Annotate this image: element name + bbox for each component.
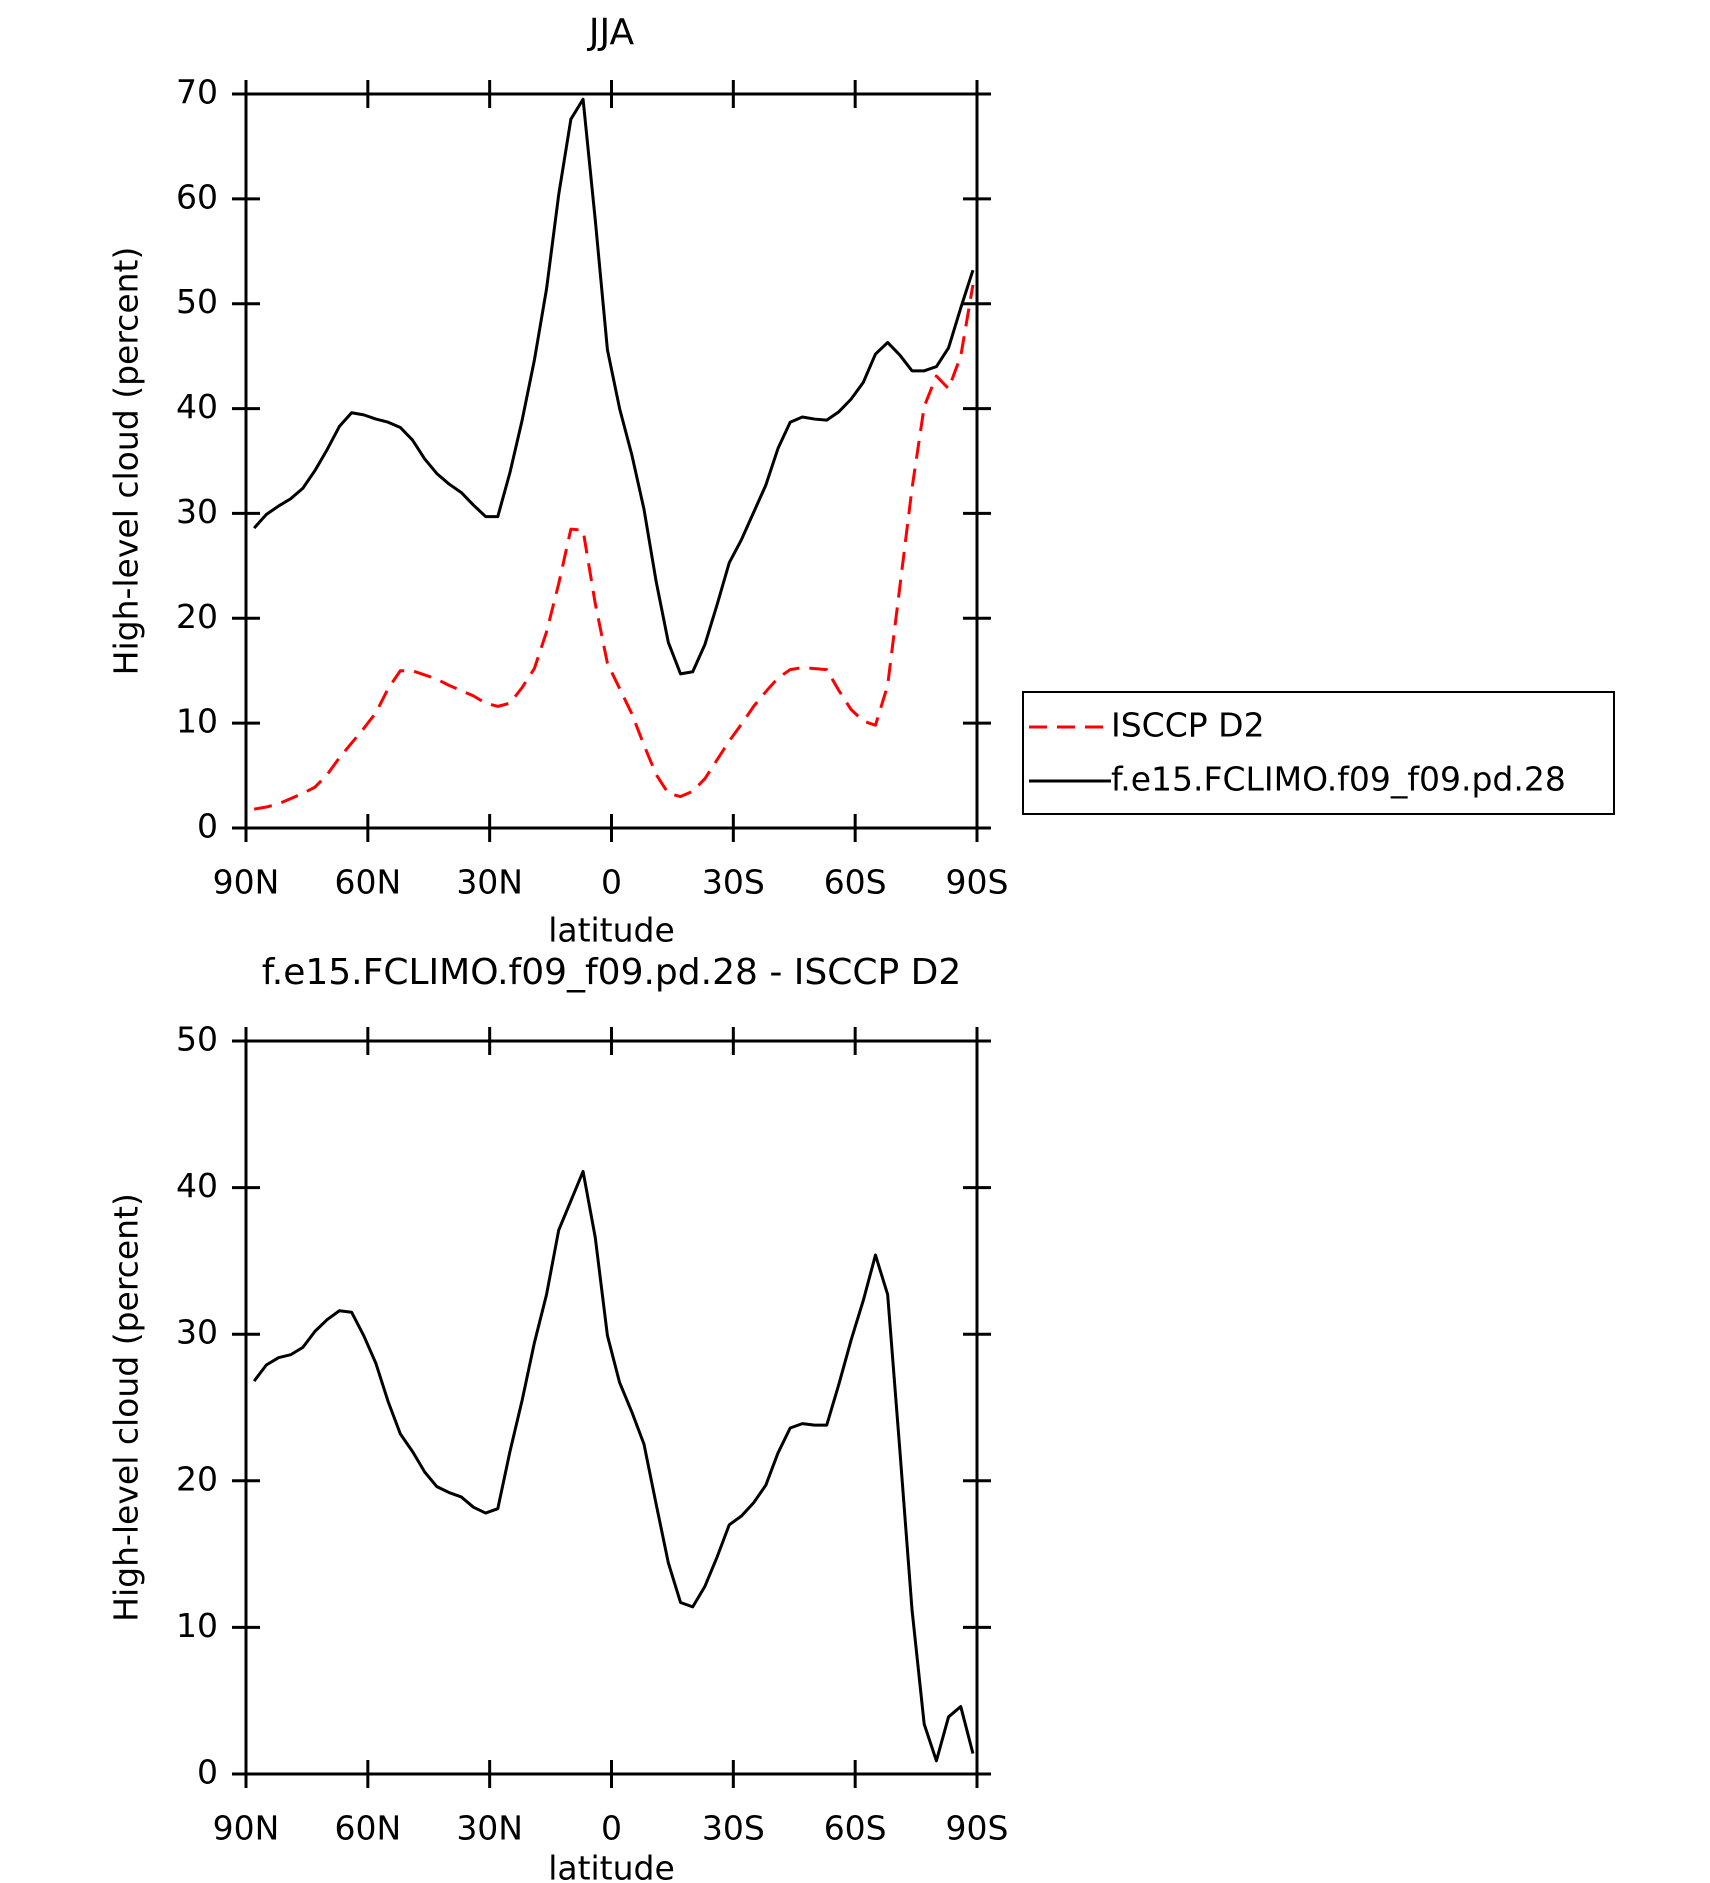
chart-title: JJA <box>587 12 635 53</box>
x-tick-label: 90N <box>213 1809 280 1848</box>
x-tick-label: 60N <box>334 1809 401 1848</box>
y-tick-label: 40 <box>176 387 218 426</box>
x-tick-label: 30S <box>702 863 765 902</box>
x-tick-label: 90S <box>946 863 1009 902</box>
x-tick-label: 30S <box>702 1809 765 1848</box>
y-tick-label: 10 <box>176 702 218 741</box>
y-tick-label: 40 <box>176 1166 218 1205</box>
y-tick-label: 20 <box>176 597 218 636</box>
data-line <box>252 1169 975 1763</box>
y-tick-label: 0 <box>197 1753 218 1792</box>
y-tick-label: 30 <box>176 492 218 531</box>
plot-frame <box>244 1039 979 1776</box>
x-tick-label: 30N <box>456 863 523 902</box>
legend-label: ISCCP D2 <box>1111 706 1265 745</box>
data-line <box>253 284 975 811</box>
y-axis-label: High-level cloud (percent) <box>107 247 146 676</box>
legend-label: f.e15.FCLIMO.f09_f09.pd.28 <box>1111 760 1566 799</box>
y-tick-label: 50 <box>176 282 218 321</box>
x-axis-label: latitude <box>548 911 675 950</box>
x-tick-label: 0 <box>601 863 622 902</box>
x-tick-label: 0 <box>601 1809 622 1848</box>
plot-frame <box>244 92 979 830</box>
chart-title: f.e15.FCLIMO.f09_f09.pd.28 - ISCCP D2 <box>262 952 962 993</box>
x-tick-label: 90S <box>946 1809 1009 1848</box>
x-axis-label: latitude <box>548 1849 675 1883</box>
x-tick-label: 30N <box>456 1809 523 1848</box>
legend-box <box>1022 691 1615 815</box>
y-tick-label: 60 <box>176 177 218 216</box>
x-tick-label: 90N <box>213 863 280 902</box>
y-tick-label: 50 <box>176 1020 218 1059</box>
y-tick-label: 70 <box>176 73 218 112</box>
y-tick-label: 20 <box>176 1459 218 1498</box>
data-line <box>253 97 975 676</box>
x-tick-label: 60N <box>334 863 401 902</box>
y-axis-label: High-level cloud (percent) <box>107 1193 146 1622</box>
y-tick-label: 10 <box>176 1606 218 1645</box>
x-tick-label: 60S <box>824 863 887 902</box>
x-tick-label: 60S <box>824 1809 887 1848</box>
y-tick-label: 0 <box>197 807 218 846</box>
y-tick-label: 30 <box>176 1313 218 1352</box>
